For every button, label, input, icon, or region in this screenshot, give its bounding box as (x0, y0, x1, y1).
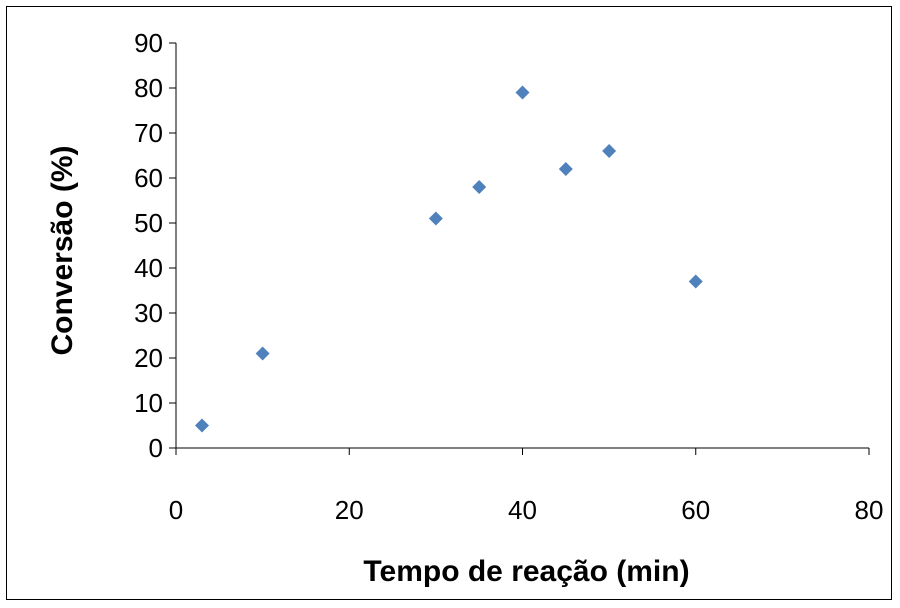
y-tick-label: 90 (134, 28, 163, 58)
data-point (558, 162, 573, 176)
y-axis-title: Conversão (%) (46, 145, 79, 355)
axes (175, 43, 869, 449)
x-axis-ticks: 0 20 40 60 80 (169, 448, 884, 525)
y-tick-label: 40 (134, 253, 163, 283)
y-tick-label: 20 (134, 343, 163, 373)
data-point (602, 144, 617, 158)
data-point (515, 85, 530, 100)
y-tick-label: 70 (134, 118, 163, 148)
y-tick-label: 0 (149, 433, 163, 463)
y-tick-label: 50 (134, 208, 163, 238)
data-point (194, 418, 209, 433)
x-axis-title: Tempo de reação (min) (363, 555, 689, 588)
x-tick-label: 80 (855, 495, 884, 525)
chart-frame (6, 6, 892, 600)
y-tick-label: 30 (134, 298, 163, 328)
x-tick-label: 60 (681, 495, 710, 525)
x-tick-label: 40 (508, 495, 537, 525)
x-tick-label: 0 (169, 495, 183, 525)
data-point (255, 346, 270, 361)
data-point (428, 211, 443, 226)
data-points (194, 85, 703, 433)
x-tick-label: 20 (335, 495, 364, 525)
y-axis-ticks: 0 10 20 30 40 50 60 70 80 90 (134, 28, 176, 463)
data-point (688, 274, 703, 289)
y-tick-label: 10 (134, 388, 163, 418)
data-point (472, 180, 487, 194)
y-tick-label: 80 (134, 73, 163, 103)
y-tick-label: 60 (134, 163, 163, 193)
